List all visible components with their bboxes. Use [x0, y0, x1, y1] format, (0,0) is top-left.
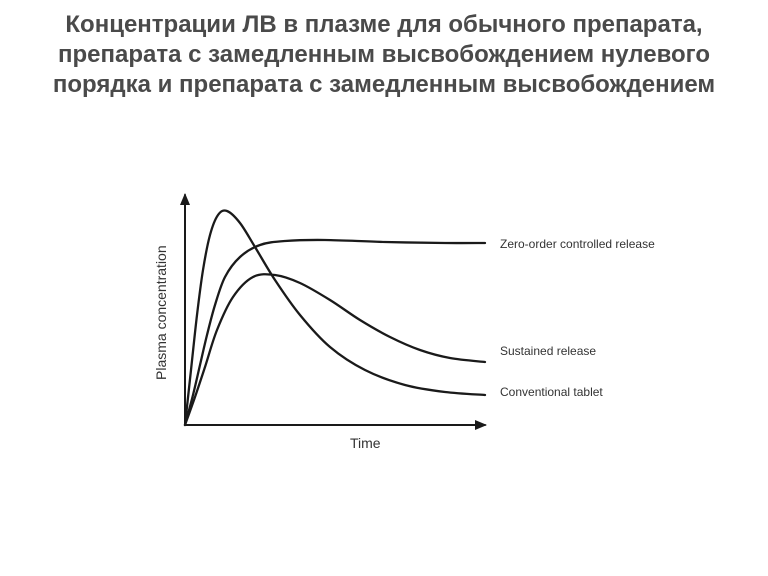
series-label-zero-order: Zero-order controlled release	[500, 237, 655, 251]
chart-container: Plasma concentration Time Zero-order con…	[150, 180, 650, 480]
series-label-conventional: Conventional tablet	[500, 385, 603, 399]
y-axis-label: Plasma concentration	[153, 245, 169, 380]
page-title: Концентрации ЛВ в плазме для обычного пр…	[0, 0, 768, 100]
series-label-sustained: Sustained release	[500, 344, 596, 358]
chart-svg	[170, 180, 495, 435]
x-axis-label: Time	[350, 435, 381, 451]
